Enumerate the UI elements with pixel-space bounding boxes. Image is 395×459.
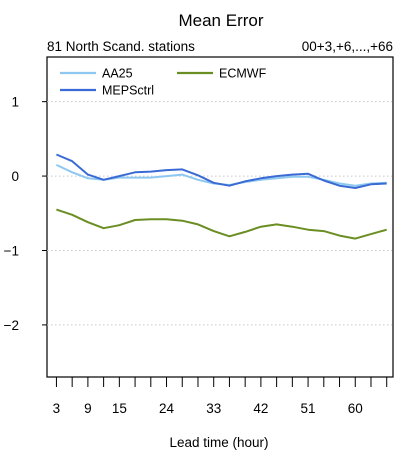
x-tick-label: 24 xyxy=(159,401,175,416)
x-tick-label: 9 xyxy=(84,401,92,416)
y-tick-label: −1 xyxy=(4,243,19,258)
legend-label-mepsctrl: MEPSctrl xyxy=(102,84,154,98)
y-axis-ticks: 1 0 −1 −2 xyxy=(4,95,47,333)
series-lines xyxy=(55,153,387,240)
x-tick-label: 3 xyxy=(53,401,61,416)
series-line-ecmwf xyxy=(56,208,387,240)
series-line-mepsctrl xyxy=(56,153,387,189)
x-tick-label: 42 xyxy=(253,401,268,416)
series-line-aa25 xyxy=(55,163,387,187)
x-tick-label: 60 xyxy=(348,401,363,416)
y-tick-label: 0 xyxy=(11,169,19,184)
x-tick-label: 51 xyxy=(301,401,316,416)
x-axis-ticks: 3 9 15 24 33 42 51 60 xyxy=(53,377,388,416)
grid-lines xyxy=(47,101,393,326)
x-tick-label: 33 xyxy=(206,401,221,416)
y-tick-label: 1 xyxy=(11,95,19,110)
legend: AA25 MEPSctrl ECMWF xyxy=(60,67,267,98)
chart-subtitle-right: 00+3,+6,...,+66 xyxy=(302,39,393,54)
chart-subtitle-left: 81 North Scand. stations xyxy=(47,39,195,54)
legend-label-ecmwf: ECMWF xyxy=(219,67,267,81)
legend-label-aa25: AA25 xyxy=(102,67,133,81)
chart-title: Mean Error xyxy=(178,11,263,30)
x-tick-label: 15 xyxy=(112,401,127,416)
y-tick-label: −2 xyxy=(4,318,19,333)
plot-frame xyxy=(46,56,394,378)
x-axis-label: Lead time (hour) xyxy=(169,435,268,450)
